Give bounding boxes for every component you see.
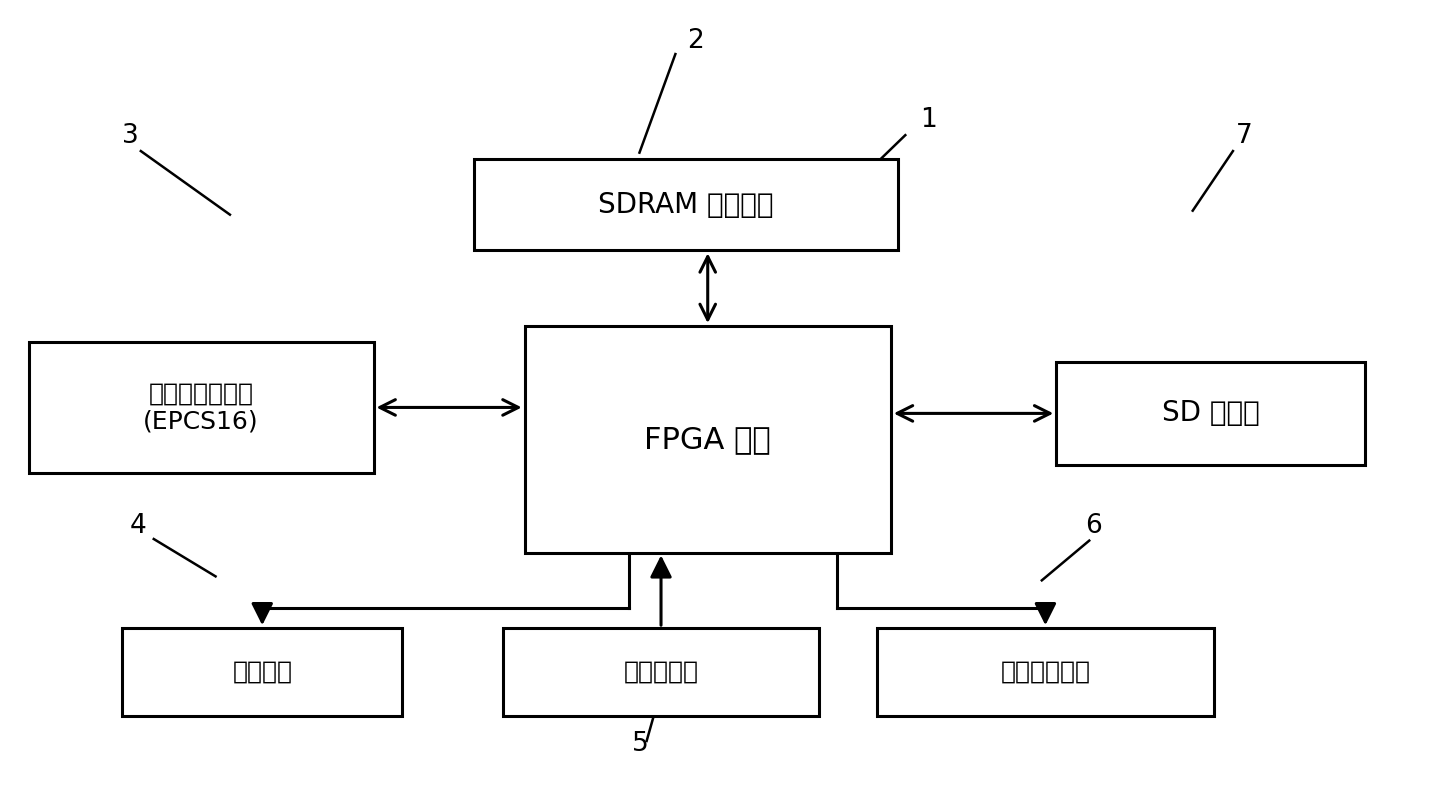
Text: SDRAM 存储芯片: SDRAM 存储芯片: [598, 191, 775, 219]
Text: 4: 4: [129, 513, 147, 539]
Text: 串行配置存储器
(EPCS16): 串行配置存储器 (EPCS16): [144, 382, 259, 433]
Text: 编码器信号: 编码器信号: [624, 660, 698, 684]
Text: FPGA 芯片: FPGA 芯片: [644, 425, 772, 454]
Text: 2: 2: [687, 28, 704, 54]
Text: 6: 6: [1085, 513, 1102, 539]
Text: 花型输出模块: 花型输出模块: [1000, 660, 1091, 684]
Text: 7: 7: [1236, 123, 1253, 149]
Bar: [1056, 362, 1365, 465]
Text: 选纬信号: 选纬信号: [233, 660, 292, 684]
Bar: [29, 342, 374, 473]
Text: SD 存储卡: SD 存储卡: [1161, 399, 1260, 428]
Bar: [503, 628, 819, 716]
Text: 5: 5: [632, 731, 650, 758]
Bar: [877, 628, 1214, 716]
Text: 3: 3: [122, 123, 139, 149]
Text: 1: 1: [920, 107, 937, 134]
Bar: [525, 326, 891, 553]
Bar: [122, 628, 402, 716]
Bar: [474, 159, 898, 250]
